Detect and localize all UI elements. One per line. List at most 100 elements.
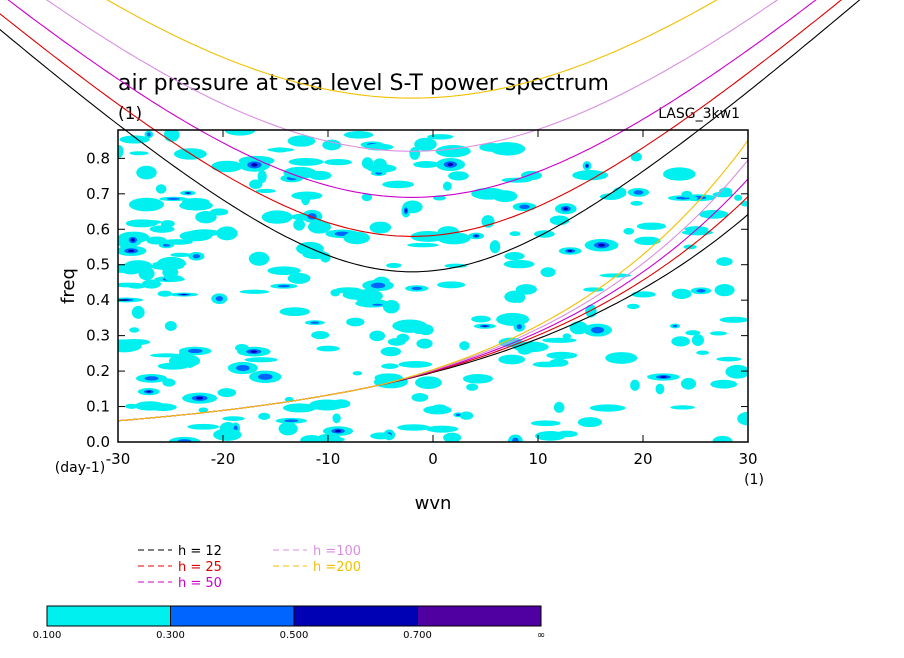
- contour-blob: [411, 286, 422, 290]
- contour-blob: [251, 163, 258, 167]
- contour-blob: [583, 287, 604, 292]
- chart-subtitle-right: LASG_3kw1: [658, 106, 740, 122]
- colorbar-swatch: [170, 605, 295, 627]
- contour-blob: [248, 251, 270, 266]
- contour-blob: [129, 327, 140, 333]
- contour-blob: [437, 232, 471, 245]
- contour-blob: [217, 388, 237, 398]
- contour-blob: [442, 181, 452, 191]
- contour-blob: [406, 242, 439, 248]
- contour-blob: [636, 222, 667, 230]
- contour-blob: [655, 383, 665, 395]
- contour-blob: [316, 345, 340, 352]
- y-axis: 0.0 0.1 0.2 0.3 0.4 0.5 0.6 0.7 0.8: [86, 149, 748, 451]
- contour-blob: [517, 346, 532, 355]
- legend-label: h = 25: [178, 560, 222, 575]
- contour-blob: [512, 437, 519, 442]
- contour-blob: [509, 231, 521, 237]
- contour-blob: [128, 197, 165, 212]
- contour-blob: [184, 358, 196, 368]
- contour-blob: [146, 132, 151, 137]
- legend-label: h = 12: [178, 544, 222, 559]
- contour-blob: [725, 364, 748, 379]
- contour-blob: [215, 295, 223, 302]
- contour-blob: [369, 221, 392, 234]
- contour-blob: [382, 180, 415, 189]
- contour-blob: [567, 250, 573, 252]
- y-tick-label: 0.1: [86, 398, 110, 416]
- contour-blob: [324, 159, 352, 166]
- contour-blob: [466, 383, 479, 391]
- contour-blob: [605, 352, 638, 364]
- contour-blob: [258, 412, 271, 420]
- contour-blob: [532, 361, 562, 368]
- contour-blob: [716, 257, 733, 266]
- contour-blob: [577, 417, 603, 428]
- colorbar-label: 0.700: [403, 630, 432, 641]
- contour-blob: [413, 161, 440, 168]
- y-tick-label: 0.0: [86, 433, 110, 451]
- contour-blob: [685, 330, 701, 336]
- contour-blob: [334, 429, 341, 433]
- contour-blob: [459, 411, 474, 420]
- contour-blob: [136, 165, 157, 180]
- contour-blob: [549, 215, 570, 226]
- colorbar-label: ∞: [537, 630, 545, 641]
- contour-blob: [261, 210, 293, 224]
- contour-blob: [310, 321, 320, 324]
- contour-blob: [166, 197, 180, 200]
- contour-blob: [257, 373, 273, 380]
- contour-blob: [129, 151, 149, 156]
- contour-blob: [633, 190, 644, 195]
- contour-blob: [277, 284, 290, 288]
- contour-blob: [599, 193, 623, 201]
- contour-blob: [160, 239, 193, 245]
- contour-blob: [444, 263, 468, 268]
- contour-blob: [410, 231, 446, 242]
- contour-blob: [455, 413, 461, 417]
- contour-blob: [496, 312, 530, 326]
- x-tick-label: 30: [738, 450, 757, 468]
- contour-blob: [346, 317, 365, 327]
- y-tick-label: 0.4: [86, 291, 110, 309]
- contour-blob: [563, 207, 568, 211]
- contour-blob: [134, 401, 166, 411]
- contour-blob: [179, 200, 213, 211]
- y-axis-label: freq: [58, 268, 79, 304]
- y-axis-unit: (day-1): [55, 460, 105, 476]
- contour-blob: [471, 187, 507, 200]
- contour-blob: [411, 393, 429, 402]
- contour-blob: [369, 330, 386, 342]
- contour-blob: [519, 204, 530, 209]
- contour-blob: [119, 135, 150, 144]
- contour-blob: [490, 142, 526, 156]
- contour-blob: [196, 396, 204, 400]
- x-axis: -30 -20 -10 0 10 20 30: [106, 130, 758, 468]
- contour-blob: [188, 229, 221, 237]
- x-tick-label: 10: [528, 450, 547, 468]
- contour-blob: [437, 281, 466, 289]
- contour-blob: [352, 371, 363, 376]
- contour-blob: [343, 231, 370, 245]
- contour-blob: [504, 290, 526, 303]
- legend-label: h = 50: [178, 576, 222, 591]
- colorbar-swatch: [417, 605, 542, 627]
- contour-blob: [734, 194, 743, 201]
- contour-blob: [267, 147, 295, 152]
- contour-blob: [216, 226, 238, 241]
- contour-blob: [353, 289, 383, 303]
- contour-blob: [118, 340, 139, 348]
- contour-blob: [236, 364, 250, 372]
- contour-blob: [681, 229, 713, 236]
- contour-blob: [709, 331, 728, 336]
- contour-blob: [222, 416, 245, 421]
- contour-blob: [553, 401, 565, 413]
- contour-blob: [696, 350, 709, 355]
- contour-blob: [627, 303, 640, 310]
- colorbar-label: 0.300: [156, 630, 185, 641]
- contour-blob: [370, 432, 392, 440]
- contour-blob: [284, 419, 299, 423]
- colorbar-swatch: [293, 605, 418, 627]
- contour-blob: [680, 377, 697, 390]
